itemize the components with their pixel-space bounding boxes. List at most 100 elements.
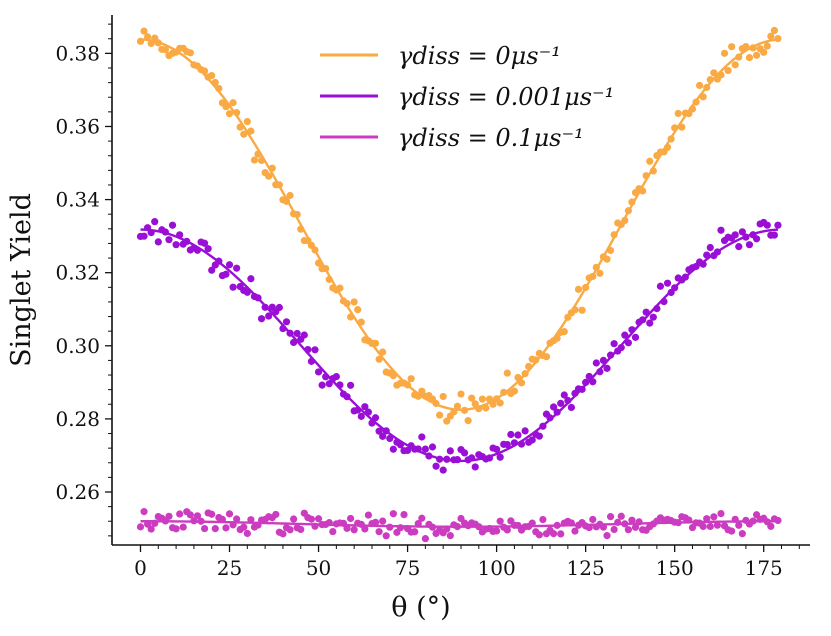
data-point [379,432,387,440]
data-point [567,519,576,527]
data-point [514,373,522,382]
data-point [343,524,351,532]
data-point [443,455,451,463]
data-point [706,522,714,531]
data-point [229,99,237,107]
data-point [528,436,536,444]
data-point [610,231,618,239]
data-point [261,303,269,311]
data-point [297,225,305,233]
data-point [557,530,565,538]
data-point [403,381,412,389]
data-point [357,412,365,420]
data-point [628,198,636,206]
data-point [396,441,405,449]
y-tick-label: 0.34 [55,188,100,212]
data-point [361,525,369,533]
data-point [738,228,746,236]
data-point [147,229,155,237]
data-point [439,466,447,474]
series-2 [136,218,782,474]
data-point [443,417,451,425]
data-point [243,529,251,538]
data-point [240,130,248,138]
x-tick-label: 175 [745,556,783,580]
data-point [735,243,743,251]
data-point [457,390,465,398]
data-point [176,510,184,518]
data-point [667,135,675,143]
data-point [446,531,454,540]
data-point [200,524,209,533]
data-point [624,526,632,534]
data-point [208,266,216,274]
data-point [760,48,768,56]
data-point [450,408,458,416]
data-point [532,356,540,364]
data-point [592,359,600,367]
data-point [265,172,273,180]
data-point [535,531,543,539]
data-point [671,124,679,132]
data-point [589,515,597,524]
data-point [617,512,625,520]
data-point [425,452,433,460]
data-point [179,523,187,531]
data-point [696,81,704,90]
data-point [286,329,294,337]
series-3 [136,508,782,543]
data-point [706,76,714,84]
data-point [621,331,629,339]
y-axis-label: Singlet Yield [6,193,37,367]
data-point [211,525,219,533]
data-point [731,515,739,523]
data-point [172,241,180,249]
data-point [503,369,511,377]
data-point [631,523,640,531]
data-point [208,510,216,518]
data-point [347,313,355,321]
data-point [371,339,380,347]
data-point [653,304,661,313]
data-point [136,523,145,531]
data-point [735,53,743,61]
data-point [596,269,604,277]
data-point [418,514,426,522]
data-point [361,403,369,411]
data-point [582,378,590,387]
data-point [500,388,508,396]
data-point [222,103,230,111]
data-point [674,109,682,118]
data-point [503,526,511,534]
data-point [485,454,494,462]
data-point [770,231,778,239]
data-point [336,381,344,389]
data-point [186,511,194,519]
data-point [136,37,145,45]
data-point [379,348,387,356]
data-point [678,123,686,131]
data-point [624,339,632,347]
data-point [699,522,707,531]
data-point [628,326,636,334]
data-point [621,520,629,528]
x-tick-label: 25 [217,556,242,580]
data-point [553,521,561,529]
data-point [357,318,365,326]
data-point [311,346,319,354]
data-point [200,239,209,247]
data-point [144,33,152,41]
data-point [204,245,212,253]
x-tick-label: 50 [306,556,331,580]
data-point [517,440,526,448]
data-point [745,241,754,249]
data-point [428,523,437,531]
data-point [375,528,383,536]
data-point [713,521,722,529]
data-point [233,515,241,523]
data-point [354,306,362,314]
data-point [471,463,479,471]
series-1 [136,26,782,425]
data-point [510,439,519,447]
data-point [742,233,750,241]
